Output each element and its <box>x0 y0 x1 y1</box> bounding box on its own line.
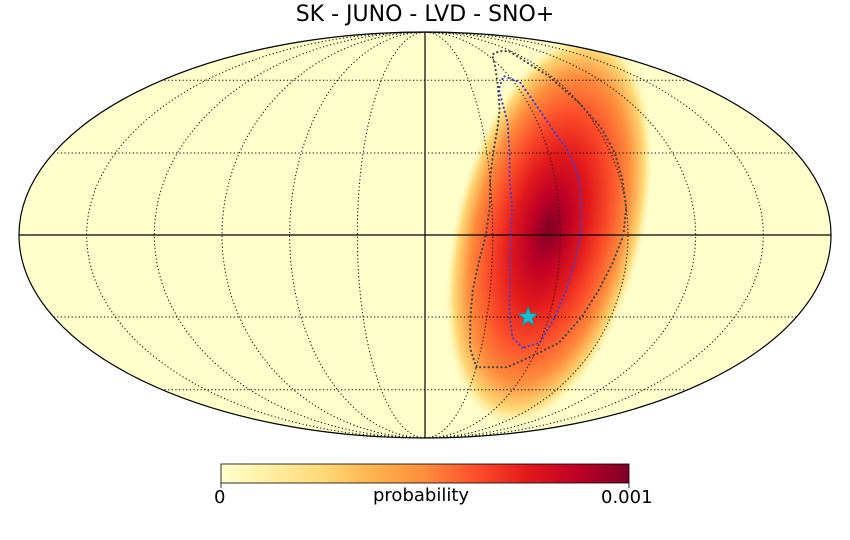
meridian-line <box>86 31 426 439</box>
colorbar-max-label: 0.001 <box>601 487 653 508</box>
inner-contour <box>497 74 583 350</box>
map-outline <box>18 31 832 439</box>
outer-contour <box>468 49 628 369</box>
colorbar-min-label: 0 <box>214 487 226 508</box>
meridian-line <box>424 31 494 439</box>
meridian-line <box>153 31 426 439</box>
credible-contours <box>468 49 628 369</box>
graticule <box>19 31 831 439</box>
chart-title: SK - JUNO - LVD - SNO+ <box>295 2 555 27</box>
colorbar <box>220 463 630 484</box>
colorbar-title: probability <box>373 485 470 506</box>
marker-layer <box>517 305 539 327</box>
true-direction-star-marker <box>517 305 539 327</box>
